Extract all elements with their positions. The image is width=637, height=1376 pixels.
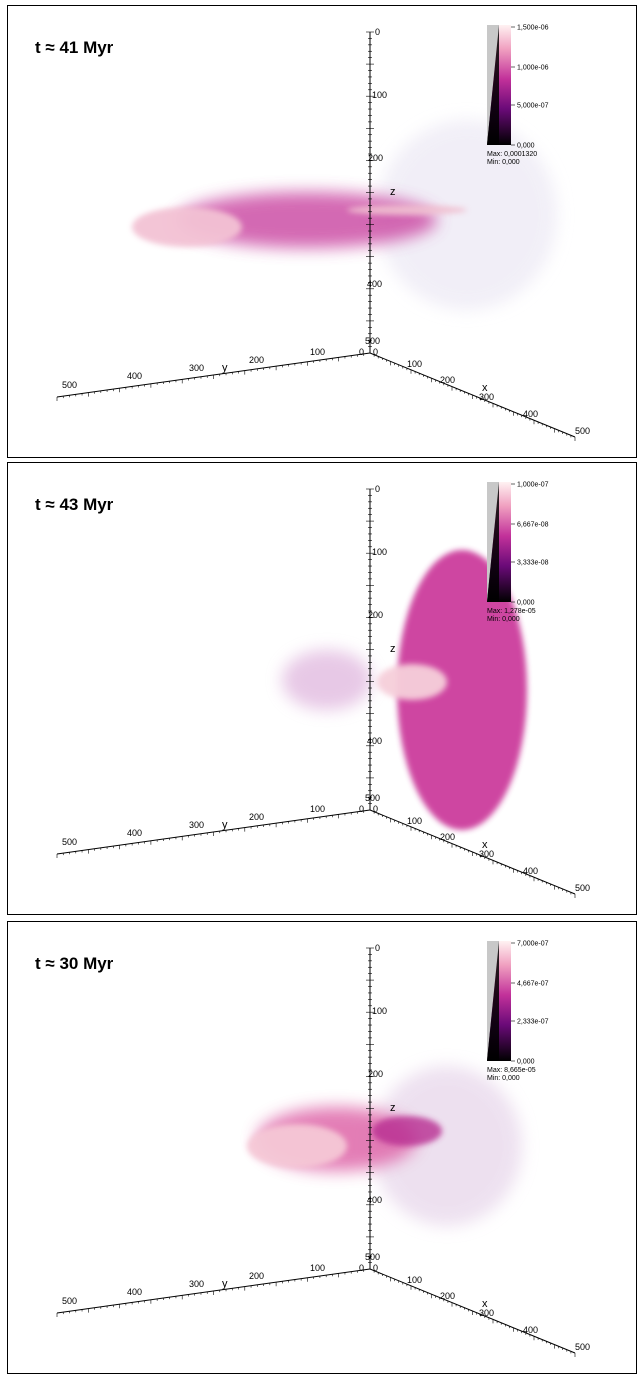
x-tick-label: 200 xyxy=(440,832,455,842)
z-tick-label: 100 xyxy=(372,90,387,100)
x-axis-label: x xyxy=(482,382,488,394)
colorbar-label: 0,000 xyxy=(517,1059,535,1066)
y-axis-label: y xyxy=(222,362,228,374)
y-tick-label: 100 xyxy=(310,804,325,814)
colorbar-label: 1,000e-07 xyxy=(517,482,549,489)
x-tick-label: 500 xyxy=(575,1342,590,1352)
colorbar-max: Max: 1,278e-05 xyxy=(487,608,536,615)
z-tick-label: 200 xyxy=(368,153,383,163)
colorbar-label: 4,667e-07 xyxy=(517,981,549,988)
z-tick-label: 400 xyxy=(367,736,382,746)
y-tick-label: 400 xyxy=(127,1287,142,1297)
x-axis-label: x xyxy=(482,839,488,851)
panel: t ≈ 43 Myr 0 100 200 400 500 z 0 100 200 300 400 500… xyxy=(8,463,637,915)
z-axis-label: z xyxy=(390,186,396,198)
y-tick-label: 500 xyxy=(62,1296,77,1306)
volume-render xyxy=(282,650,372,710)
y-tick-label: 0 xyxy=(359,347,364,357)
y-tick-label: 400 xyxy=(127,828,142,838)
x-tick-label: 500 xyxy=(575,426,590,436)
y-tick-label: 300 xyxy=(189,820,204,830)
volume-render xyxy=(372,1116,442,1146)
z-tick-label: 400 xyxy=(367,279,382,289)
z-tick-label: 500 xyxy=(365,793,380,803)
colorbar-max: Max: 0,0001320 xyxy=(487,151,537,158)
y-tick-label: 500 xyxy=(62,380,77,390)
colorbar-min: Min: 0,000 xyxy=(487,1075,520,1082)
x-tick-label: 200 xyxy=(440,1291,455,1301)
x-tick-label: 100 xyxy=(407,816,422,826)
panel-title: t ≈ 30 Myr xyxy=(35,954,114,973)
z-tick-label: 500 xyxy=(365,1252,380,1262)
colorbar-label: 1,500e-06 xyxy=(517,25,549,32)
z-tick-label: 0 xyxy=(375,943,380,953)
x-tick-label: 400 xyxy=(523,866,538,876)
colorbar-label: 0,000 xyxy=(517,600,535,607)
z-tick-label: 0 xyxy=(375,27,380,37)
x-tick-label: 0 xyxy=(373,347,378,357)
colorbar-max: Max: 8,665e-05 xyxy=(487,1067,536,1074)
y-tick-label: 300 xyxy=(189,363,204,373)
colorbar-label: 6,667e-08 xyxy=(517,522,549,529)
y-tick-label: 100 xyxy=(310,1263,325,1273)
z-tick-label: 100 xyxy=(372,547,387,557)
panel-title: t ≈ 43 Myr xyxy=(35,495,114,514)
colorbar-label: 1,000e-06 xyxy=(517,65,549,72)
z-axis-label: z xyxy=(390,1102,396,1114)
y-axis-label: y xyxy=(222,1278,228,1290)
y-tick-label: 100 xyxy=(310,347,325,357)
x-tick-label: 500 xyxy=(575,883,590,893)
z-tick-label: 100 xyxy=(372,1006,387,1016)
x-tick-label: 200 xyxy=(440,375,455,385)
panel-title: t ≈ 41 Myr xyxy=(35,38,114,57)
figure: t ≈ 41 Myr 0 100 200 400 500 z 0 100 200 300 400 500… xyxy=(0,0,637,1376)
z-axis-label: z xyxy=(390,643,396,655)
colorbar-label: 3,333e-08 xyxy=(517,560,549,567)
x-tick-label: 0 xyxy=(373,1263,378,1273)
panel: t ≈ 30 Myr 0 100 200 400 500 z 0 100 200 300 400 500… xyxy=(8,922,637,1374)
colorbar-label: 0,000 xyxy=(517,143,535,150)
y-tick-label: 400 xyxy=(127,371,142,381)
y-tick-label: 300 xyxy=(189,1279,204,1289)
y-tick-label: 0 xyxy=(359,1263,364,1273)
volume-render xyxy=(377,664,447,700)
y-tick-label: 200 xyxy=(249,812,264,822)
volume-render xyxy=(132,207,242,247)
colorbar-label: 5,000e-07 xyxy=(517,103,549,110)
x-axis-label: x xyxy=(482,1298,488,1310)
z-tick-label: 200 xyxy=(368,1069,383,1079)
colorbar-min: Min: 0,000 xyxy=(487,616,520,623)
z-tick-label: 200 xyxy=(368,610,383,620)
y-axis-label: y xyxy=(222,819,228,831)
panel: t ≈ 41 Myr 0 100 200 400 500 z 0 100 200 300 400 500… xyxy=(8,6,637,458)
z-tick-label: 0 xyxy=(375,484,380,494)
x-tick-label: 100 xyxy=(407,1275,422,1285)
colorbar-min: Min: 0,000 xyxy=(487,159,520,166)
y-tick-label: 200 xyxy=(249,1271,264,1281)
x-tick-label: 400 xyxy=(523,409,538,419)
y-tick-label: 0 xyxy=(359,804,364,814)
x-tick-label: 400 xyxy=(523,1325,538,1335)
z-tick-label: 500 xyxy=(365,336,380,346)
x-tick-label: 100 xyxy=(407,359,422,369)
colorbar-label: 2,333e-07 xyxy=(517,1019,549,1026)
colorbar-label: 7,000e-07 xyxy=(517,941,549,948)
volume-render xyxy=(347,205,467,215)
volume-render xyxy=(247,1124,347,1168)
y-tick-label: 200 xyxy=(249,355,264,365)
x-tick-label: 0 xyxy=(373,804,378,814)
y-tick-label: 500 xyxy=(62,837,77,847)
z-tick-label: 400 xyxy=(367,1195,382,1205)
